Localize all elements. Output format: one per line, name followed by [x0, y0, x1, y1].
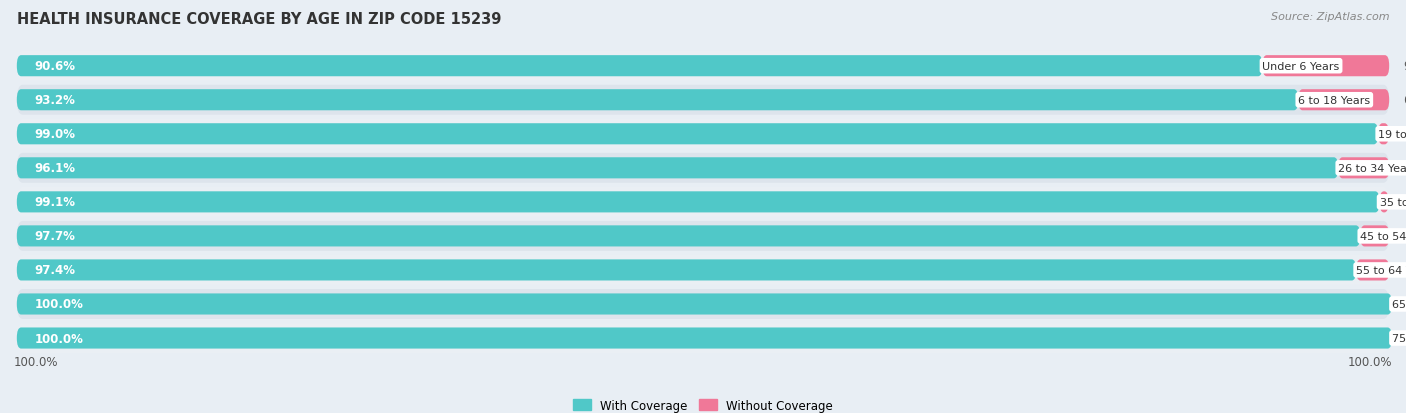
Text: 99.1%: 99.1%: [35, 196, 76, 209]
FancyBboxPatch shape: [1298, 90, 1389, 111]
Text: 97.7%: 97.7%: [35, 230, 76, 243]
Text: 99.0%: 99.0%: [35, 128, 76, 141]
Legend: With Coverage, Without Coverage: With Coverage, Without Coverage: [568, 394, 838, 413]
FancyBboxPatch shape: [17, 260, 1357, 281]
FancyBboxPatch shape: [17, 52, 1389, 81]
Text: HEALTH INSURANCE COVERAGE BY AGE IN ZIP CODE 15239: HEALTH INSURANCE COVERAGE BY AGE IN ZIP …: [17, 12, 502, 27]
Text: 65 to 74 Years: 65 to 74 Years: [1392, 299, 1406, 309]
FancyBboxPatch shape: [1339, 158, 1389, 179]
FancyBboxPatch shape: [17, 188, 1389, 217]
Text: 75 Years and older: 75 Years and older: [1392, 333, 1406, 343]
FancyBboxPatch shape: [17, 192, 1379, 213]
FancyBboxPatch shape: [17, 221, 1389, 251]
Text: 0.86%: 0.86%: [1402, 196, 1406, 209]
FancyBboxPatch shape: [17, 226, 1360, 247]
FancyBboxPatch shape: [17, 56, 1263, 77]
Text: 100.0%: 100.0%: [14, 355, 59, 368]
Text: 2.6%: 2.6%: [1403, 264, 1406, 277]
FancyBboxPatch shape: [17, 90, 1298, 111]
Text: 26 to 34 Years: 26 to 34 Years: [1339, 164, 1406, 173]
FancyBboxPatch shape: [17, 85, 1389, 116]
Text: 100.0%: 100.0%: [35, 332, 83, 345]
Text: Source: ZipAtlas.com: Source: ZipAtlas.com: [1271, 12, 1389, 22]
Text: 6 to 18 Years: 6 to 18 Years: [1298, 95, 1371, 105]
FancyBboxPatch shape: [17, 158, 1339, 179]
Text: 100.0%: 100.0%: [35, 298, 83, 311]
Text: 19 to 25 Years: 19 to 25 Years: [1378, 129, 1406, 140]
FancyBboxPatch shape: [1357, 260, 1389, 281]
Text: 97.4%: 97.4%: [35, 264, 76, 277]
Text: 35 to 44 Years: 35 to 44 Years: [1379, 197, 1406, 207]
Text: 2.3%: 2.3%: [1403, 230, 1406, 243]
FancyBboxPatch shape: [17, 119, 1389, 150]
FancyBboxPatch shape: [1378, 124, 1389, 145]
Text: 90.6%: 90.6%: [35, 60, 76, 73]
FancyBboxPatch shape: [1263, 56, 1389, 77]
Text: Under 6 Years: Under 6 Years: [1263, 62, 1340, 71]
FancyBboxPatch shape: [17, 255, 1389, 285]
Text: 6.8%: 6.8%: [1403, 94, 1406, 107]
Text: 0.98%: 0.98%: [1403, 128, 1406, 141]
FancyBboxPatch shape: [1379, 192, 1389, 213]
FancyBboxPatch shape: [17, 323, 1389, 353]
FancyBboxPatch shape: [17, 289, 1389, 319]
FancyBboxPatch shape: [17, 124, 1378, 145]
Text: 55 to 64 Years: 55 to 64 Years: [1357, 265, 1406, 275]
Text: 93.2%: 93.2%: [35, 94, 76, 107]
FancyBboxPatch shape: [1360, 226, 1389, 247]
Text: 9.4%: 9.4%: [1403, 60, 1406, 73]
FancyBboxPatch shape: [17, 328, 1392, 349]
Text: 100.0%: 100.0%: [1347, 355, 1392, 368]
Text: 3.9%: 3.9%: [1403, 162, 1406, 175]
FancyBboxPatch shape: [17, 154, 1389, 183]
FancyBboxPatch shape: [17, 294, 1392, 315]
Text: 45 to 54 Years: 45 to 54 Years: [1360, 231, 1406, 241]
Text: 96.1%: 96.1%: [35, 162, 76, 175]
